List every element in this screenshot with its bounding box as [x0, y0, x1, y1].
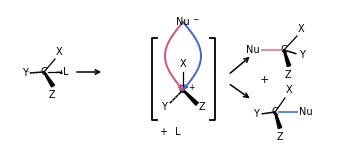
- Text: ‴: ‴: [26, 70, 29, 75]
- Text: Nu: Nu: [299, 107, 313, 117]
- Text: X: X: [56, 47, 63, 57]
- Text: Y: Y: [22, 68, 28, 78]
- Text: X: X: [180, 59, 186, 69]
- Text: Nu: Nu: [246, 45, 260, 55]
- Text: C: C: [272, 107, 278, 117]
- Text: Z: Z: [49, 90, 55, 100]
- Text: Y: Y: [253, 109, 259, 119]
- Text: Nu: Nu: [176, 17, 190, 27]
- Text: Y: Y: [161, 102, 167, 112]
- Text: C: C: [41, 67, 48, 77]
- Text: Z: Z: [285, 70, 291, 80]
- Text: +: +: [259, 75, 269, 85]
- Text: C: C: [179, 85, 185, 95]
- Polygon shape: [183, 90, 198, 105]
- Text: L: L: [63, 67, 68, 77]
- Text: X: X: [286, 85, 293, 95]
- Polygon shape: [43, 72, 55, 87]
- Text: −: −: [192, 15, 198, 24]
- Text: L: L: [175, 127, 181, 137]
- Text: Y: Y: [299, 50, 305, 60]
- Text: +: +: [159, 127, 167, 137]
- Polygon shape: [275, 112, 282, 129]
- Text: Z: Z: [277, 132, 283, 142]
- Text: C: C: [281, 45, 287, 55]
- Text: Z: Z: [199, 102, 206, 112]
- Polygon shape: [283, 50, 291, 66]
- Text: X: X: [298, 24, 305, 34]
- Text: +: +: [188, 83, 194, 91]
